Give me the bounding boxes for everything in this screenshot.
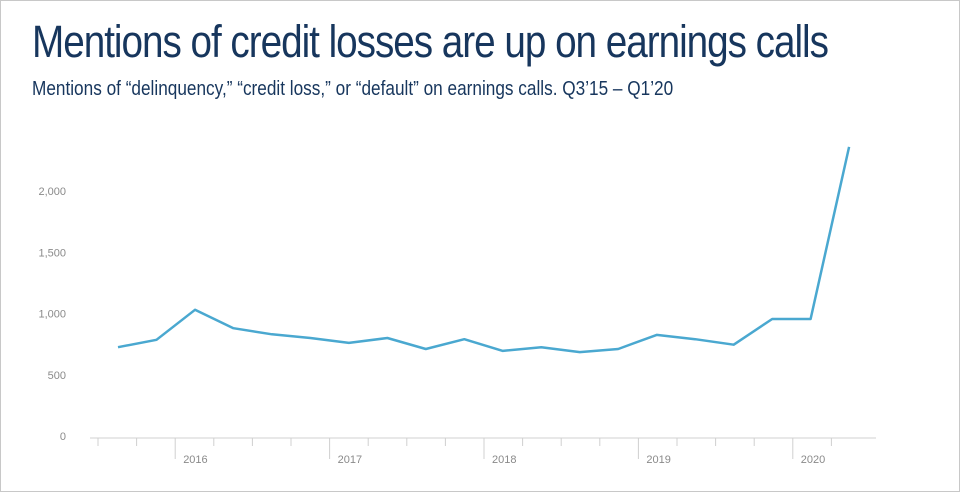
y-tick-label: 2,000: [38, 186, 66, 198]
y-tick-label: 500: [48, 370, 66, 382]
y-tick-label: 0: [60, 431, 66, 443]
x-year-label: 2019: [646, 454, 670, 466]
x-year-label: 2020: [801, 454, 825, 466]
x-axis: 2016 2017 2018 2019 2020: [90, 437, 876, 466]
y-tick-label: 1,000: [38, 309, 66, 321]
chart-subtitle: Mentions of “delinquency,” “credit loss,…: [32, 78, 674, 100]
x-year-label: 2016: [183, 454, 207, 466]
chart-title: Mentions of credit losses are up on earn…: [32, 16, 829, 67]
x-year-label: 2017: [338, 454, 362, 466]
x-year-label: 2018: [492, 454, 516, 466]
y-axis: 0 500 1,000 1,500 2,000: [38, 186, 66, 443]
data-line: [117, 146, 851, 354]
y-tick-label: 1,500: [38, 247, 66, 259]
